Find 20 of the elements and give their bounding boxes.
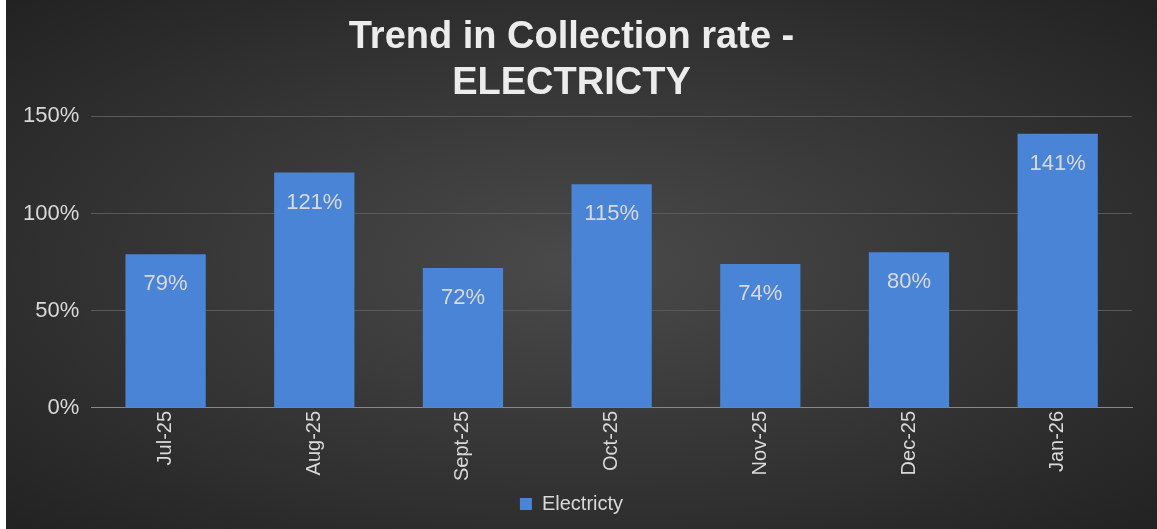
legend-label: Electricty [541,491,624,514]
x-tick-label: Nov-25 [747,410,770,476]
y-tick-label: 0% [47,394,80,420]
text: 115% [584,200,639,226]
text: 80% [886,268,932,294]
x-tick-label: Jul-25 [153,410,176,466]
chart-title: Trend in Collection rate - ELECTRICTY [348,14,795,102]
x-tick-label: Oct-25 [599,410,622,471]
y-tick-label: 50% [35,296,80,322]
x-tick-label: Aug-25 [301,410,324,476]
text: 121% [286,188,343,214]
y-tick-label: 100% [22,199,80,225]
text: 72% [440,283,485,309]
x-tick-label: Dec-25 [896,410,919,476]
text: 141% [1029,149,1086,175]
text: 79% [143,270,188,296]
x-tick-label: Jan-26 [1045,410,1068,473]
text: 74% [738,280,783,306]
y-tick-label: 150% [22,102,80,128]
x-tick-label: Sept-25 [450,410,473,482]
